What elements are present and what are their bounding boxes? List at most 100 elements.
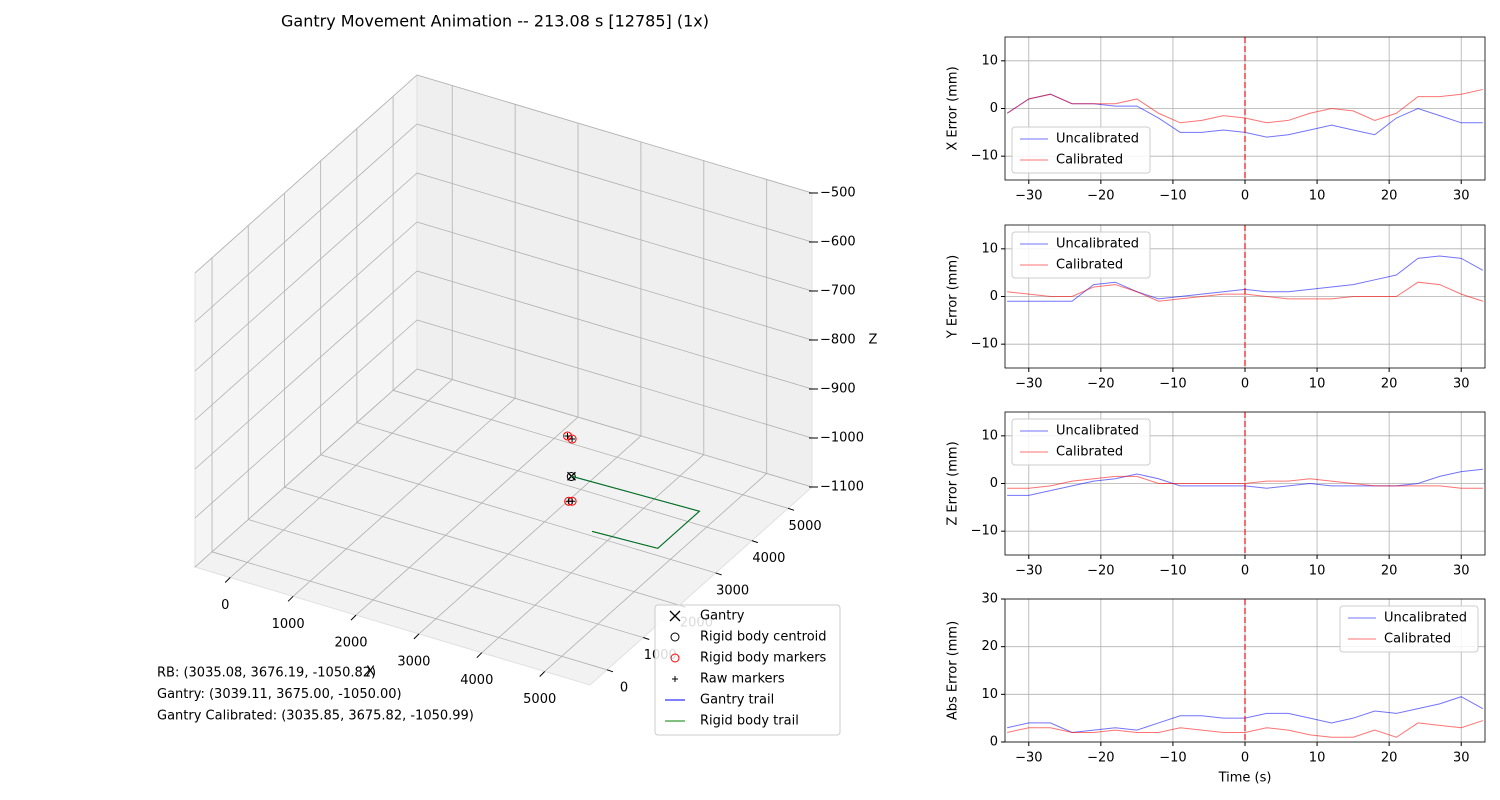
x-tick-label: −10 — [1159, 189, 1186, 204]
annotation: Gantry: (3039.11, 3675.00, -1050.00) — [157, 687, 402, 702]
x-tick-label: −10 — [1159, 751, 1186, 766]
y-tick-label: 4000 — [752, 551, 785, 566]
x-tick-label: 30 — [1453, 751, 1470, 766]
annotation: RB: (3035.08, 3676.19, -1050.82) — [157, 666, 376, 681]
y-tick-label: 0 — [990, 476, 998, 491]
series-line — [1007, 281, 1483, 302]
legend-label: Raw markers — [700, 672, 785, 687]
x-tick-label: 0 — [1241, 564, 1249, 579]
z-tick-label: −1100 — [820, 480, 864, 495]
x-tick — [413, 633, 420, 640]
legend-label: Calibrated — [1056, 445, 1123, 460]
x-tick-label: −30 — [1015, 377, 1042, 392]
legend-label: Gantry trail — [700, 693, 774, 708]
legend-label: Uncalibrated — [1056, 132, 1139, 147]
x-tick-label: 0 — [221, 598, 229, 613]
z-tick-label: −800 — [820, 333, 856, 348]
grid-line — [284, 486, 680, 606]
grid-line — [194, 221, 418, 421]
x-tick-label: −20 — [1087, 189, 1114, 204]
x-tick-label: 20 — [1381, 751, 1398, 766]
legend-label: Calibrated — [1056, 153, 1123, 168]
grid-line — [229, 379, 453, 578]
x-tick-label: 10 — [1309, 377, 1326, 392]
y-tick — [715, 572, 722, 576]
x-tick-label: 1000 — [272, 617, 305, 632]
grid-line — [194, 74, 418, 274]
y-tick-label: 0 — [620, 680, 628, 695]
x-tick — [476, 652, 483, 659]
trail-line — [571, 475, 701, 549]
grid-line — [416, 319, 813, 439]
grid-line — [392, 389, 789, 509]
x-tick — [539, 671, 546, 677]
legend-label: Uncalibrated — [1056, 237, 1139, 252]
grid-line — [416, 74, 813, 194]
z-tick-label: −1000 — [820, 431, 864, 446]
z-axis-label: Z — [869, 333, 878, 348]
x-tick-label: −20 — [1087, 751, 1114, 766]
grid-line — [320, 454, 716, 574]
x-tick-label: −30 — [1015, 751, 1042, 766]
y-axis-label: X Error (mm) — [946, 66, 961, 150]
y-tick-label: 0 — [990, 289, 998, 304]
axes-frame — [1004, 36, 1486, 181]
y-tick-label: 30 — [981, 592, 998, 607]
legend-label: Uncalibrated — [1384, 611, 1467, 626]
y-tick-label: 0 — [990, 735, 998, 750]
x-tick-label: −20 — [1087, 377, 1114, 392]
x-axis-label: X — [366, 665, 375, 680]
x-tick-label: 5000 — [523, 692, 556, 707]
y-tick — [751, 540, 759, 544]
legend-label: Gantry — [700, 609, 745, 624]
y-tick-label: 3000 — [716, 583, 749, 598]
y-tick-label: 20 — [981, 639, 998, 654]
y-tick-label: 0 — [990, 101, 998, 116]
legend-label: Rigid body markers — [700, 651, 827, 666]
x-tick-label: 2000 — [334, 636, 367, 651]
chart-title: Gantry Movement Animation -- 213.08 s [1… — [281, 12, 709, 31]
grid-line — [481, 454, 705, 653]
x-tick-label: −30 — [1015, 189, 1042, 204]
grid-line — [356, 422, 752, 542]
annotation: Gantry Calibrated: (3035.85, 3675.82, -1… — [157, 709, 474, 724]
y-tick — [643, 637, 650, 640]
grid-line — [194, 172, 418, 372]
grid-line — [194, 368, 418, 568]
x-tick-label: 30 — [1453, 377, 1470, 392]
grid-line — [248, 519, 644, 638]
legend-box — [654, 604, 841, 736]
series-line — [1007, 720, 1483, 738]
y-tick — [606, 669, 614, 673]
grid-line — [211, 551, 608, 671]
x-tick-label: 0 — [1241, 189, 1249, 204]
grid-line — [194, 123, 418, 323]
axes-frame — [1004, 411, 1486, 556]
x-tick-label: 20 — [1381, 564, 1398, 579]
y-tick-label: 10 — [981, 428, 998, 443]
grid-line — [194, 270, 418, 470]
y-tick-label: 10 — [981, 241, 998, 256]
grid-line — [194, 319, 418, 519]
x-tick-label: 0 — [1241, 751, 1249, 766]
legend-label: Uncalibrated — [1056, 424, 1139, 439]
series-line — [1007, 475, 1483, 489]
z-tick-label: −500 — [820, 186, 856, 201]
legend-marker — [672, 676, 678, 682]
point — [569, 498, 576, 505]
x-tick-label: 10 — [1309, 751, 1326, 766]
x-tick-label: 4000 — [460, 673, 493, 688]
point — [567, 434, 577, 444]
grid-line — [355, 416, 579, 616]
y-tick-label: 10 — [981, 53, 998, 68]
x-tick — [224, 577, 231, 583]
grid-line — [416, 368, 813, 488]
x-tick-label: 0 — [1241, 377, 1249, 392]
legend-label: Rigid body trail — [700, 714, 799, 729]
x-tick-label: −10 — [1159, 564, 1186, 579]
x-tick — [287, 595, 294, 602]
grid-line — [416, 221, 813, 341]
y-tick-label: 10 — [981, 687, 998, 702]
legend-label: Rigid body centroid — [700, 630, 827, 645]
